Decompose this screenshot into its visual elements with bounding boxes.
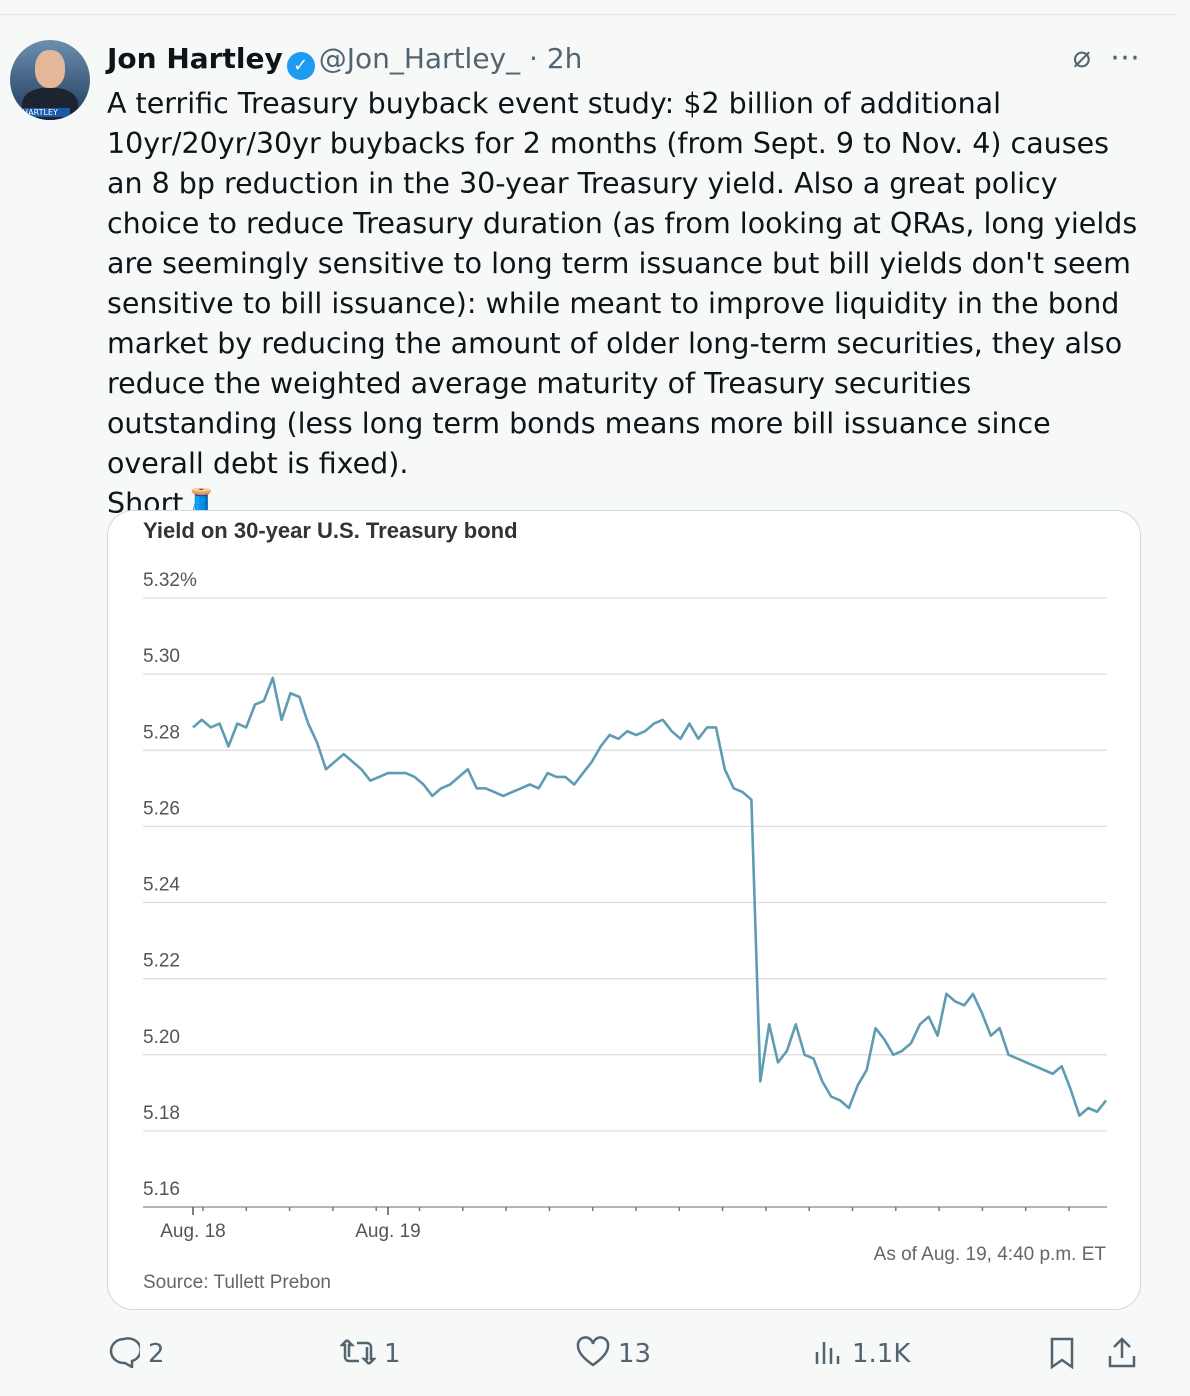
tweet-text: A terrific Treasury buyback event study:… [107, 84, 1147, 524]
action-bar: 2 1 13 1.1K [0, 1336, 1190, 1380]
y-tick-label: 5.16 [143, 1179, 180, 1200]
views-count: 1.1K [852, 1339, 911, 1369]
retweet-button[interactable]: 1 [338, 1336, 401, 1369]
verified-badge: ✓ [286, 52, 315, 80]
y-tick-label: 5.28 [143, 722, 180, 743]
share-button[interactable] [1106, 1336, 1146, 1371]
more-button[interactable]: ⋯ [1110, 40, 1140, 75]
y-tick-label: 5.20 [143, 1027, 180, 1048]
y-tick-label: 5.32% [143, 570, 197, 591]
reply-button[interactable]: 2 [108, 1336, 165, 1370]
avatar[interactable]: HARTLEY [10, 40, 90, 120]
tweet-header: Jon Hartley ✓ @Jon_Hartley_ · 2h [107, 42, 582, 80]
views-button[interactable]: 1.1K [812, 1336, 910, 1369]
x-tick-label: Aug. 18 [160, 1221, 226, 1242]
chart-title: Yield on 30-year U.S. Treasury bond [143, 518, 518, 543]
chart-card[interactable]: Yield on 30-year U.S. Treasury bond Sour… [107, 510, 1141, 1310]
author-name[interactable]: Jon Hartley [107, 42, 283, 75]
avatar-label: HARTLEY [10, 108, 70, 117]
like-button[interactable]: 13 [576, 1336, 651, 1369]
divider [0, 14, 1176, 15]
chart-note: As of Aug. 19, 4:40 p.m. ET [874, 1244, 1107, 1265]
reply-count: 2 [148, 1339, 165, 1369]
y-tick-label: 5.18 [143, 1103, 180, 1124]
line-series [192, 676, 1108, 1117]
retweet-count: 1 [384, 1339, 401, 1369]
tweet-paragraph: A terrific Treasury buyback event study:… [107, 87, 1138, 480]
x-tick-label: Aug. 19 [355, 1221, 421, 1242]
y-tick-label: 5.26 [143, 798, 180, 819]
bookmark-button[interactable] [1046, 1336, 1086, 1371]
like-count: 13 [618, 1339, 652, 1369]
chart: Yield on 30-year U.S. Treasury bond Sour… [143, 518, 1108, 1293]
y-tick-label: 5.22 [143, 951, 180, 972]
chart-source: Source: Tullett Prebon [143, 1272, 331, 1293]
y-tick-label: 5.30 [143, 646, 180, 667]
tweet-icons: ⌀ ⋯ [1073, 40, 1140, 75]
author-handle[interactable]: @Jon_Hartley_ [318, 42, 521, 75]
grok-button[interactable]: ⌀ [1072, 40, 1091, 75]
timestamp[interactable]: · 2h [529, 42, 583, 75]
y-tick-label: 5.24 [143, 875, 180, 896]
